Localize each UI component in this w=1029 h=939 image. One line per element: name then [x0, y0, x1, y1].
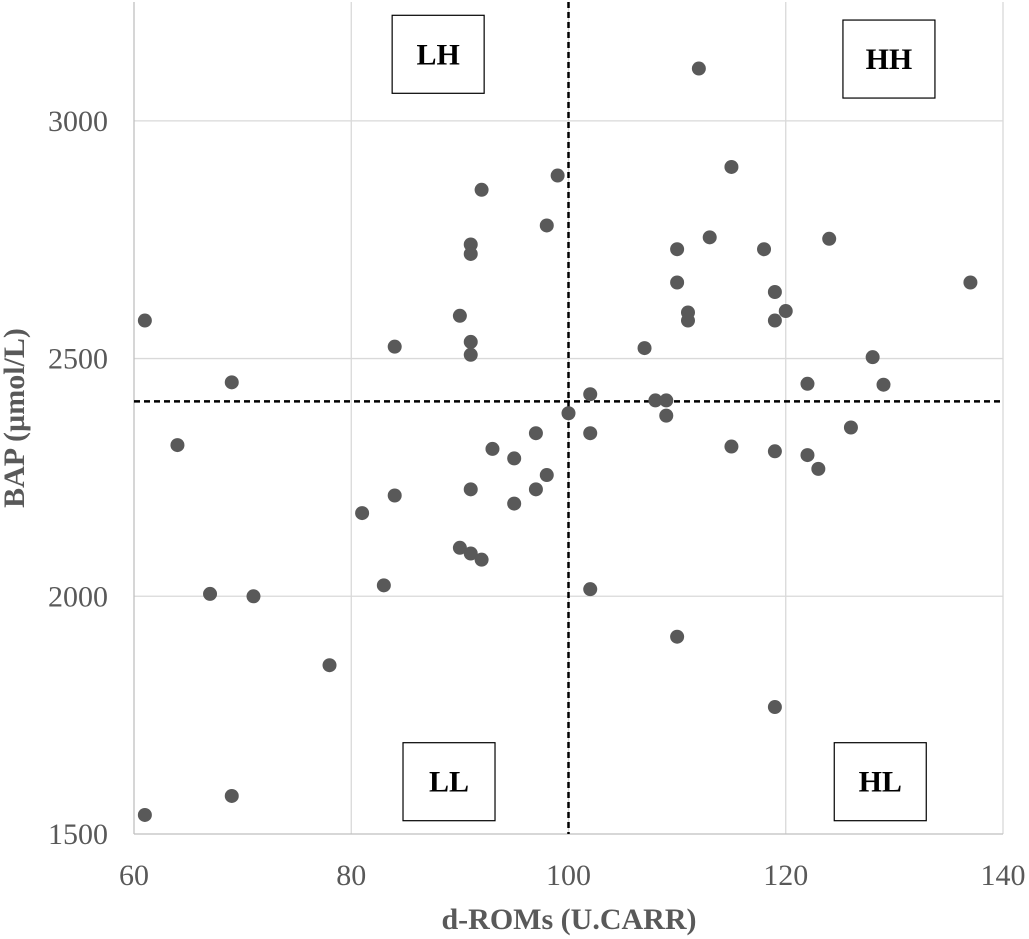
data-point	[376, 578, 391, 593]
y-axis-title: BAP (µmol/L)	[0, 328, 31, 508]
data-point	[670, 242, 685, 257]
data-point	[963, 275, 978, 290]
data-point	[757, 242, 772, 257]
data-point	[474, 182, 489, 197]
quadrant-label-text: LH	[416, 38, 459, 71]
x-tick-label: 120	[763, 859, 808, 892]
data-point	[550, 168, 565, 183]
y-tick-label: 1500	[48, 818, 108, 851]
data-point	[670, 629, 685, 644]
quadrant-label-text: LL	[429, 766, 469, 799]
x-tick-label: 100	[546, 859, 591, 892]
data-point	[670, 275, 685, 290]
data-point	[561, 406, 576, 421]
quadrant-labels: LH HH LL HL	[391, 14, 936, 822]
quadrant-label-box	[833, 742, 927, 822]
data-point	[637, 341, 652, 356]
tick-labels: 60 80 100 120 140 1500 2000 2500 3000	[48, 105, 1026, 892]
data-point	[452, 308, 467, 323]
quadrant-label-hh: HH	[842, 19, 936, 99]
data-point	[865, 350, 880, 365]
data-point	[702, 230, 717, 245]
data-point	[767, 444, 782, 459]
data-point	[387, 339, 402, 354]
data-point	[463, 347, 478, 362]
data-point	[474, 552, 489, 567]
data-points	[137, 61, 978, 822]
data-point	[137, 807, 152, 822]
data-point	[507, 451, 522, 466]
quadrant-label-text: HL	[859, 766, 902, 799]
quadrant-label-box	[842, 19, 936, 99]
quadrant-label-hl: HL	[833, 742, 927, 822]
data-point	[843, 420, 858, 435]
data-point	[463, 546, 478, 561]
data-point	[583, 387, 598, 402]
x-tick-label: 140	[981, 859, 1026, 892]
data-point	[811, 461, 826, 476]
data-point	[539, 218, 554, 233]
data-point	[507, 496, 522, 511]
data-point	[224, 788, 239, 803]
data-point	[876, 377, 891, 392]
data-point	[355, 506, 370, 521]
data-point	[767, 313, 782, 328]
data-point	[170, 438, 185, 453]
data-point	[800, 448, 815, 463]
x-tick-label: 80	[336, 859, 366, 892]
data-point	[767, 285, 782, 300]
y-tick-label: 2500	[48, 343, 108, 376]
y-tick-label: 2000	[48, 580, 108, 613]
data-point	[691, 61, 706, 76]
data-point	[224, 375, 239, 390]
data-point	[583, 426, 598, 441]
data-point	[724, 439, 739, 454]
data-point	[463, 246, 478, 261]
data-point	[583, 582, 598, 597]
data-point	[767, 700, 782, 715]
quadrant-label-ll: LL	[402, 742, 496, 822]
data-point	[485, 441, 500, 456]
y-tick-label: 3000	[48, 105, 108, 138]
data-point	[539, 468, 554, 483]
data-point	[137, 313, 152, 328]
data-point	[528, 426, 543, 441]
data-point	[452, 540, 467, 555]
data-point	[724, 159, 739, 174]
quadrant-label-box	[391, 14, 485, 94]
data-point	[659, 393, 674, 408]
data-point	[322, 658, 337, 673]
data-point	[648, 393, 663, 408]
data-point	[659, 408, 674, 423]
data-point	[246, 589, 261, 604]
data-point	[778, 304, 793, 319]
data-point	[680, 313, 695, 328]
quadrant-label-lh: LH	[391, 14, 485, 94]
x-axis-title: d-ROMs (U.CARR)	[442, 903, 697, 936]
data-point	[822, 231, 837, 246]
data-point	[463, 482, 478, 497]
quadrant-label-text: HH	[866, 43, 913, 76]
quadrant-label-box	[402, 742, 496, 822]
data-point	[203, 586, 218, 601]
data-point	[387, 488, 402, 503]
data-point	[463, 334, 478, 349]
data-point	[528, 482, 543, 497]
x-tick-label: 60	[119, 859, 149, 892]
data-point	[800, 376, 815, 391]
